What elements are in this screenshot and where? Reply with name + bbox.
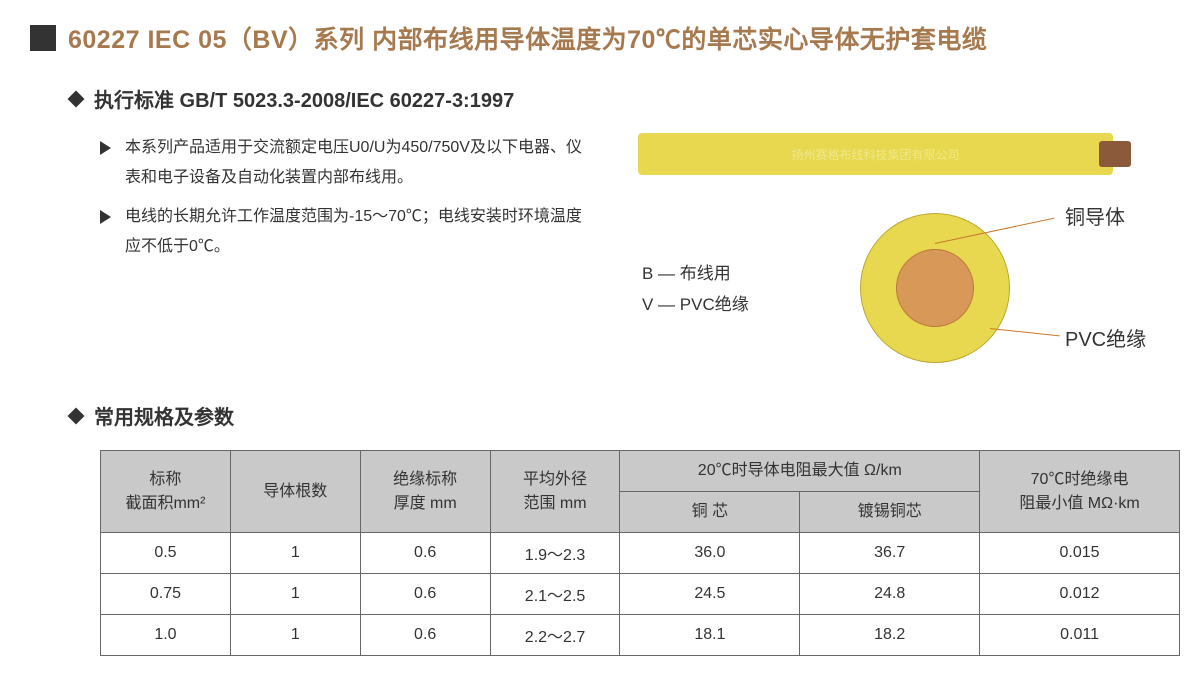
- cell-ins: 0.015: [980, 533, 1180, 574]
- table-body: 0.5 1 0.6 1.9～2.3 36.0 36.7 0.015 0.75 1…: [101, 533, 1180, 656]
- th-insulation-res: 70℃时绝缘电 阻最小值 MΩ·km: [980, 451, 1180, 533]
- bullet-text: 电线的长期允许工作温度范围为-15～70℃；电线安装时环境温度应不低于0℃。: [125, 202, 590, 261]
- params-header: 常用规格及参数: [70, 401, 1170, 430]
- main-title: 60227 IEC 05（BV）系列 内部布线用导体温度为70℃的单芯实心导体无…: [68, 20, 987, 56]
- legend-b: B — 布线用: [642, 258, 749, 289]
- cell-tinned: 18.2: [800, 615, 980, 656]
- bullet-item: 本系列产品适用于交流额定电压U0/U为450/750V及以下电器、仪表和电子设备…: [100, 133, 590, 192]
- standard-header: 执行标准 GB/T 5023.3-2008/IEC 60227-3:1997: [70, 84, 1170, 113]
- cell-copper: 36.0: [620, 533, 800, 574]
- legend-left: B — 布线用 V — PVC绝缘: [642, 258, 749, 321]
- content-row: 本系列产品适用于交流额定电压U0/U为450/750V及以下电器、仪表和电子设备…: [70, 133, 1170, 383]
- cell-area: 0.75: [101, 574, 231, 615]
- cell-count: 1: [230, 615, 360, 656]
- triangle-icon: [100, 210, 111, 224]
- cell-copper: 18.1: [620, 615, 800, 656]
- cell-thickness: 0.6: [360, 615, 490, 656]
- triangle-icon: [100, 141, 111, 155]
- table-row: 1.0 1 0.6 2.2～2.7 18.1 18.2 0.011: [101, 615, 1180, 656]
- th-thickness: 绝缘标称 厚度 mm: [360, 451, 490, 533]
- title-square-icon: [30, 25, 56, 51]
- cable-diagram: 扬州赛格布线科技集团有限公司 B — 布线用 V — PVC绝缘 铜导体 PVC…: [590, 133, 1170, 383]
- standard-section: 执行标准 GB/T 5023.3-2008/IEC 60227-3:1997 本…: [70, 84, 1170, 383]
- cell-thickness: 0.6: [360, 533, 490, 574]
- cable-cross-section: [860, 213, 1010, 363]
- cable-side-view: 扬州赛格布线科技集团有限公司: [638, 133, 1113, 175]
- th-tinned-core: 镀锡铜芯: [800, 492, 980, 533]
- table-row: 0.5 1 0.6 1.9～2.3 36.0 36.7 0.015: [101, 533, 1180, 574]
- cell-area: 0.5: [101, 533, 231, 574]
- cell-ins: 0.011: [980, 615, 1180, 656]
- copper-conductor-circle: [896, 249, 974, 327]
- params-title: 常用规格及参数: [94, 401, 234, 430]
- bullets-list: 本系列产品适用于交流额定电压U0/U为450/750V及以下电器、仪表和电子设备…: [70, 133, 590, 271]
- cell-area: 1.0: [101, 615, 231, 656]
- table-row: 0.75 1 0.6 2.1～2.5 24.5 24.8 0.012: [101, 574, 1180, 615]
- th-diameter: 平均外径 范围 mm: [490, 451, 620, 533]
- cell-count: 1: [230, 533, 360, 574]
- diamond-icon: [68, 90, 85, 107]
- cell-diameter: 2.1～2.5: [490, 574, 620, 615]
- title-row: 60227 IEC 05（BV）系列 内部布线用导体温度为70℃的单芯实心导体无…: [30, 20, 1170, 56]
- specs-table: 标称 截面积mm² 导体根数 绝缘标称 厚度 mm 平均外径 范围 mm 20℃…: [100, 450, 1180, 656]
- cell-tinned: 36.7: [800, 533, 980, 574]
- th-area: 标称 截面积mm²: [101, 451, 231, 533]
- table-header-row: 标称 截面积mm² 导体根数 绝缘标称 厚度 mm 平均外径 范围 mm 20℃…: [101, 451, 1180, 492]
- cell-diameter: 1.9～2.3: [490, 533, 620, 574]
- cell-ins: 0.012: [980, 574, 1180, 615]
- cell-copper: 24.5: [620, 574, 800, 615]
- bullet-text: 本系列产品适用于交流额定电压U0/U为450/750V及以下电器、仪表和电子设备…: [125, 133, 590, 192]
- cell-count: 1: [230, 574, 360, 615]
- params-section: 常用规格及参数 标称 截面积mm² 导体根数 绝缘标称 厚度 mm 平均外径 范…: [70, 401, 1170, 656]
- legend-v: V — PVC绝缘: [642, 289, 749, 320]
- watermark-text: 扬州赛格布线科技集团有限公司: [791, 146, 959, 163]
- standard-title: 执行标准 GB/T 5023.3-2008/IEC 60227-3:1997: [94, 84, 514, 113]
- cell-thickness: 0.6: [360, 574, 490, 615]
- cell-tinned: 24.8: [800, 574, 980, 615]
- diamond-icon: [68, 407, 85, 424]
- cell-diameter: 2.2～2.7: [490, 615, 620, 656]
- th-copper-core: 铜 芯: [620, 492, 800, 533]
- th-count: 导体根数: [230, 451, 360, 533]
- bullet-item: 电线的长期允许工作温度范围为-15～70℃；电线安装时环境温度应不低于0℃。: [100, 202, 590, 261]
- label-pvc: PVC绝缘: [1065, 323, 1146, 352]
- label-copper: 铜导体: [1065, 201, 1125, 230]
- th-resistance-group: 20℃时导体电阻最大值 Ω/km: [620, 451, 980, 492]
